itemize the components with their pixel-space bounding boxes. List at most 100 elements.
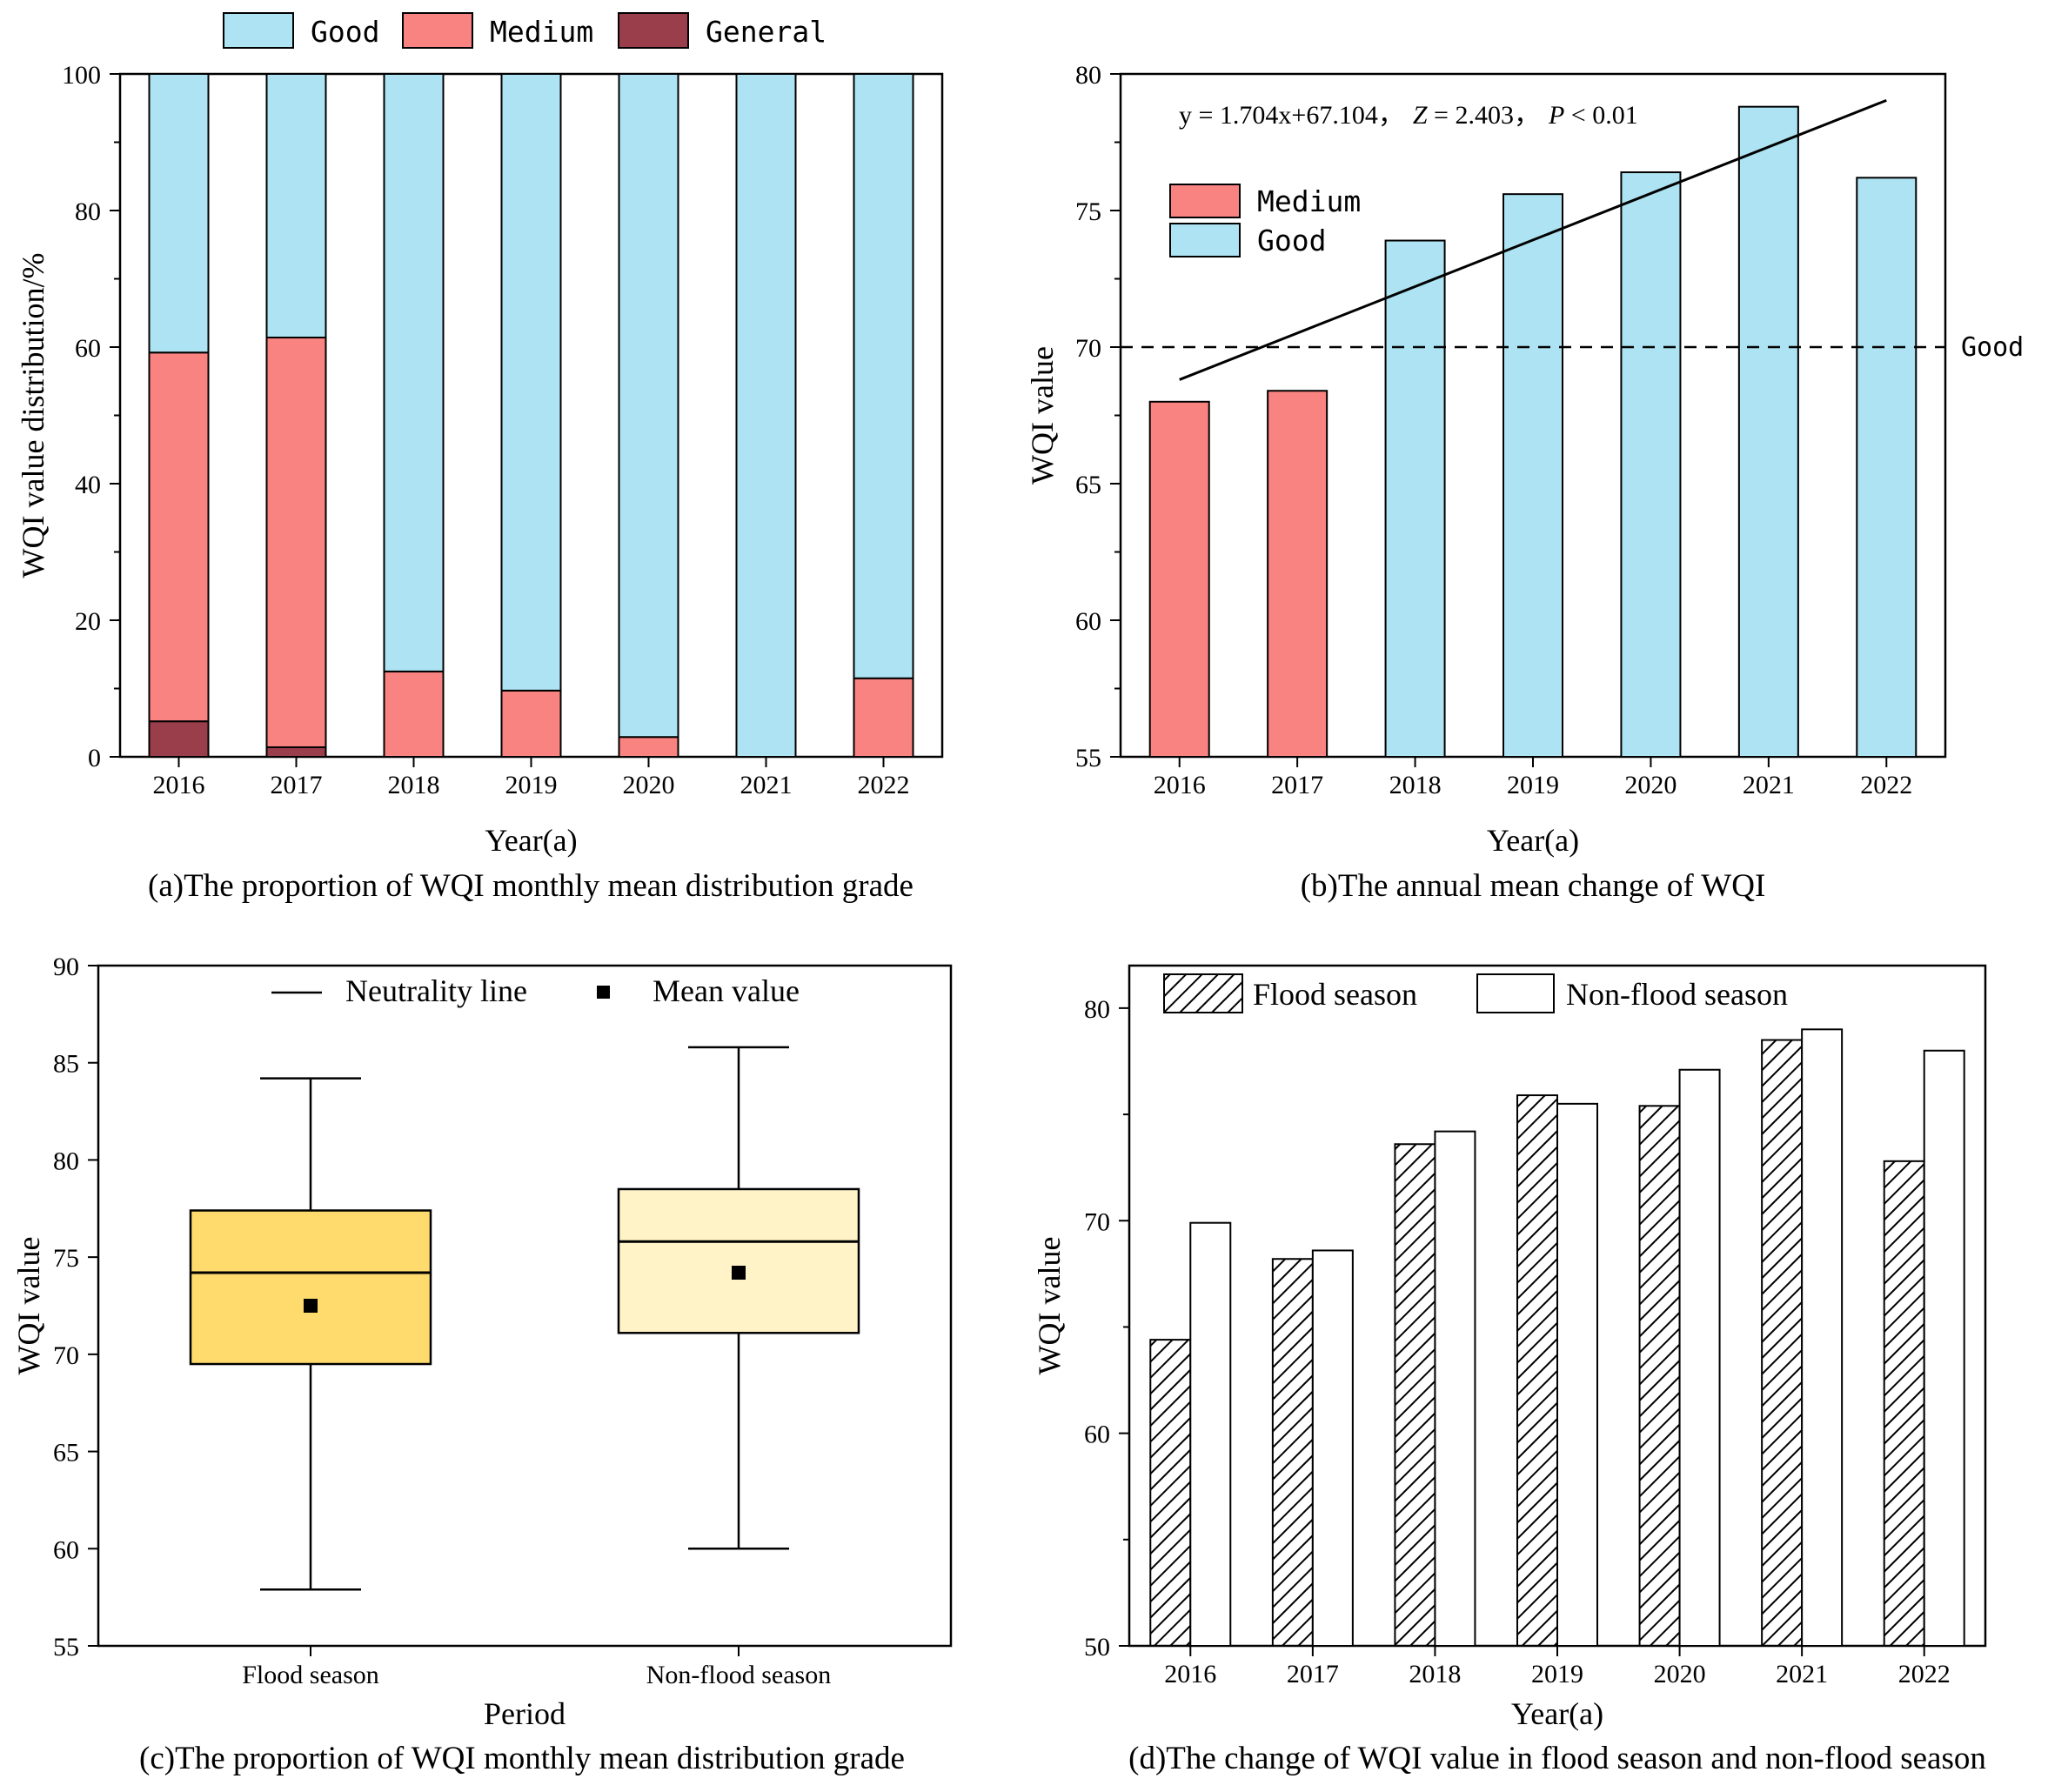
bar-non-flood-2016 xyxy=(1189,1221,1232,1647)
panel-c: 55 60 65 70 75 80 85 90 WQI value Period (c)The pr… xyxy=(11,953,953,1776)
bar-wqi-2019 xyxy=(1503,193,1563,759)
x-tick-label: 2021 xyxy=(740,771,793,799)
mean-marker xyxy=(304,1299,318,1313)
y-tick-label: 0 xyxy=(88,744,101,772)
bar-non-flood-2019 xyxy=(1556,1102,1598,1647)
bar-good-2020 xyxy=(618,73,679,739)
panel-b: 55 60 65 70 75 80 WQI value Year(a) (b)The annua… xyxy=(1025,61,2024,904)
panel-caption: (c)The proportion of WQI monthly mean di… xyxy=(139,1741,905,1776)
y-tick-label: 80 xyxy=(53,1147,79,1175)
bar-wqi-2021 xyxy=(1737,105,1799,759)
x-tick-label: 2017 xyxy=(1271,771,1323,799)
x-tick-label: 2022 xyxy=(1898,1660,1951,1688)
legend: Good Medium General xyxy=(223,12,827,49)
plot-frame xyxy=(97,964,953,1648)
bar-medium-2022 xyxy=(853,677,914,758)
bar-flood-2022 xyxy=(1883,1160,1925,1647)
bar-general-2017 xyxy=(265,746,327,759)
y-tick-label: 85 xyxy=(53,1050,79,1079)
x-tick-label: 2021 xyxy=(1776,1660,1828,1688)
x-tick-label: Flood season xyxy=(242,1661,379,1689)
x-axis-label: Year(a) xyxy=(1487,823,1579,858)
legend-swatch-general xyxy=(618,12,689,49)
y-tick-label: 100 xyxy=(62,61,101,90)
bar-wqi-2017 xyxy=(1267,390,1329,758)
legend-label: Mean value xyxy=(653,973,800,1008)
legend-swatch-medium xyxy=(1169,184,1241,218)
bar-wqi-2022 xyxy=(1856,177,1917,758)
trend-p-symbol: P xyxy=(1548,101,1564,130)
y-tick-label: 80 xyxy=(75,197,101,226)
y-axis-label: WQI value xyxy=(1032,1237,1067,1375)
legend-label: Medium xyxy=(1257,184,1361,218)
legend-label: Non-flood season xyxy=(1566,977,1788,1012)
x-axis-label: Year(a) xyxy=(1511,1696,1603,1731)
x-tick-label: 2017 xyxy=(271,771,323,799)
x-axis-label: Year(a) xyxy=(485,823,577,858)
bar-flood-2019 xyxy=(1516,1094,1558,1647)
y-tick-label: 90 xyxy=(53,953,79,981)
bar-flood-2018 xyxy=(1394,1143,1436,1647)
legend: Flood season Non-flood season xyxy=(1163,973,1788,1013)
x-axis-label: Period xyxy=(484,1696,566,1731)
y-tick-label: 65 xyxy=(1075,471,1101,499)
legend-mean-marker xyxy=(597,986,610,999)
bar-medium-2019 xyxy=(500,689,562,758)
x-tick-label: 2020 xyxy=(1624,771,1677,799)
legend-label: Medium xyxy=(490,15,593,49)
bar-medium-2020 xyxy=(618,736,679,758)
bar-wqi-2018 xyxy=(1384,239,1446,759)
y-tick-label: 60 xyxy=(1075,607,1101,636)
bar-good-2019 xyxy=(500,73,562,692)
bar-non-flood-2018 xyxy=(1434,1130,1476,1648)
panel-caption: (a)The proportion of WQI monthly mean di… xyxy=(148,868,914,904)
legend-label: Good xyxy=(1257,224,1326,257)
x-tick-label: 2021 xyxy=(1743,771,1795,799)
y-tick-label: 70 xyxy=(53,1341,79,1370)
x-tick-label: Non-flood season xyxy=(646,1661,831,1689)
x-tick-label: 2020 xyxy=(1654,1660,1706,1688)
bar-flood-2021 xyxy=(1761,1039,1804,1647)
legend: Neutrality line Mean value xyxy=(271,973,800,1008)
y-tick-label: 80 xyxy=(1075,61,1101,90)
bar-flood-2016 xyxy=(1149,1339,1192,1647)
bar-medium-2016 xyxy=(148,351,210,723)
panel-caption: (d)The change of WQI value in flood seas… xyxy=(1128,1741,1986,1776)
legend-swatch-medium xyxy=(402,12,473,49)
bar-good-2022 xyxy=(853,73,914,679)
bar-wqi-2020 xyxy=(1620,171,1682,759)
legend-label: Neutrality line xyxy=(345,973,527,1008)
y-tick-label: 70 xyxy=(1084,1207,1110,1236)
legend-label: Flood season xyxy=(1253,977,1417,1012)
x-tick-label: 2019 xyxy=(1531,1660,1583,1688)
bar-non-flood-2017 xyxy=(1311,1249,1354,1648)
y-tick-label: 55 xyxy=(53,1633,79,1662)
bar-non-flood-2020 xyxy=(1678,1068,1721,1647)
panel-d: 50 60 70 80 WQI value Year(a) (d)The change of… xyxy=(1032,964,1987,1776)
x-tick-label: 2018 xyxy=(1389,771,1442,799)
y-axis-label: WQI value xyxy=(1025,346,1060,485)
y-tick-label: 55 xyxy=(1075,744,1101,772)
trend-line xyxy=(1179,99,1887,381)
x-tick-label: 2016 xyxy=(1154,771,1206,799)
box-flood xyxy=(189,1209,432,1366)
y-tick-label: 80 xyxy=(1084,995,1110,1024)
legend-swatch-non-flood xyxy=(1476,973,1555,1013)
y-tick-label: 50 xyxy=(1084,1633,1110,1662)
bar-good-2016 xyxy=(148,73,210,354)
bar-non-flood-2021 xyxy=(1801,1028,1844,1647)
y-tick-label: 40 xyxy=(75,471,101,499)
y-axis-label: WQI value xyxy=(11,1237,46,1375)
panel-caption: (b)The annual mean change of WQI xyxy=(1301,868,1766,904)
legend-swatch-good xyxy=(1169,223,1241,257)
trend-equation-formula: y = 1.704x+67.104， xyxy=(1179,101,1404,130)
trend-equation: y = 1.704x+67.104， Z = 2.403， P < 0.01 xyxy=(1179,101,1638,130)
legend: Medium Good xyxy=(1169,184,1361,257)
legend-swatch-flood xyxy=(1163,973,1243,1013)
y-tick-label: 70 xyxy=(1075,334,1101,363)
bar-flood-2020 xyxy=(1638,1105,1681,1647)
x-tick-label: 2018 xyxy=(388,771,440,799)
bar-wqi-2016 xyxy=(1148,400,1210,758)
bar-good-2021 xyxy=(735,73,797,758)
y-tick-label: 60 xyxy=(53,1535,79,1564)
